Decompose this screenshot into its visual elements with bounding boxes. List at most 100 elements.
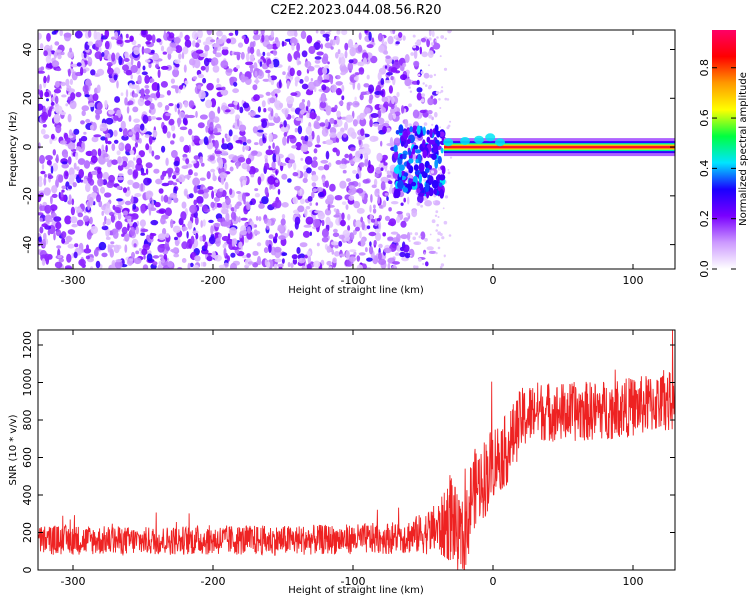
- spectrogram-cell: [378, 104, 384, 109]
- spectrogram-cell: [216, 203, 223, 208]
- spectrogram-cell: [124, 97, 128, 106]
- spectrogram-cell: [242, 145, 245, 152]
- spectrogram-cell: [67, 113, 72, 123]
- spectrogram-cell: [148, 145, 152, 154]
- spectrogram-cell: [301, 83, 309, 90]
- spectrogram-cell: [144, 74, 150, 84]
- spectrogram-cell: [373, 123, 380, 127]
- spectrogram-cell: [413, 265, 417, 269]
- spectrogram-cell: [378, 258, 387, 265]
- spectrogram-cell: [189, 58, 196, 66]
- spectrogram-cell: [380, 78, 385, 85]
- spectrogram-cell: [402, 62, 407, 68]
- spectrogram-cell: [55, 229, 62, 237]
- spectrogram-cell: [428, 139, 436, 145]
- spectrogram-cell: [227, 255, 230, 262]
- spectrogram-cell: [396, 37, 402, 42]
- spectrogram-cell: [432, 143, 439, 153]
- spectrogram-cell: [107, 244, 116, 248]
- spectrogram-cell: [200, 65, 206, 71]
- spectrogram-cell: [423, 122, 428, 126]
- spectrogram-cell: [257, 129, 264, 133]
- spectrogram-cell: [130, 74, 133, 80]
- spectrogram-cell: [54, 41, 60, 46]
- spectrogram-cell: [388, 85, 393, 94]
- spectrogram-cell: [384, 215, 391, 222]
- spectrogram-cell: [348, 188, 356, 196]
- spectrogram-cell: [67, 229, 76, 235]
- spectrogram-cell: [137, 74, 142, 85]
- spectrogram-cell: [378, 45, 385, 53]
- spectrogram-cell: [202, 191, 209, 199]
- spectrogram-cell: [316, 51, 324, 56]
- spectrogram-cell: [330, 77, 334, 85]
- spectrogram-cell: [133, 124, 142, 133]
- spectrogram-cell: [263, 108, 267, 113]
- spectrogram-cell: [344, 121, 348, 131]
- spectrogram-cell: [80, 66, 84, 76]
- spectrogram-cell: [244, 223, 248, 227]
- spectrogram-cell: [380, 167, 384, 171]
- spectrogram-cell: [234, 248, 240, 254]
- spectrogram-cell: [438, 182, 443, 188]
- spectrogram-cell: [431, 30, 435, 37]
- spectrogram-cell: [116, 150, 121, 156]
- spectrogram-cell: [229, 76, 238, 83]
- spectrogram-cell: [430, 170, 435, 174]
- spectrogram-cell: [192, 177, 201, 187]
- spectrogram-cell: [132, 93, 139, 98]
- spectrogram-cell: [173, 253, 180, 258]
- spectrogram-cell: [96, 84, 101, 94]
- spectrogram-cell: [385, 120, 390, 124]
- spectrogram-cell: [116, 185, 122, 190]
- spectrogram-cell: [333, 123, 339, 128]
- spectrogram-cell: [321, 84, 327, 91]
- spectrogram-cell: [127, 168, 133, 176]
- y-tick-label: 20: [21, 91, 34, 105]
- spectrogram-cell: [175, 85, 179, 94]
- spectrogram-cell: [246, 203, 251, 211]
- spectrogram-cell: [230, 252, 236, 258]
- spectrogram-cell: [85, 255, 90, 260]
- spectrogram-cell: [381, 154, 388, 161]
- spectrogram-cell: [385, 55, 391, 59]
- spectrogram-cell: [80, 120, 85, 125]
- spectrogram-cell: [406, 212, 410, 217]
- spectrogram-cell: [38, 190, 45, 194]
- spectrogram-cell: [242, 102, 250, 109]
- spectrogram-cell: [208, 135, 212, 143]
- spectrogram-cell: [53, 113, 61, 123]
- spectrogram-cell: [261, 119, 268, 129]
- spectrogram-cell: [428, 250, 437, 254]
- spectrogram-cell: [253, 142, 259, 146]
- spectrogram-cell: [432, 95, 435, 98]
- spectrogram-cell: [442, 207, 445, 210]
- spectrogram-cell: [334, 244, 339, 249]
- spectrogram-cell: [333, 208, 337, 212]
- colorbar-tick-label: 0.2: [698, 210, 711, 228]
- spectrogram-cell: [195, 110, 198, 118]
- spectrogram-cell: [352, 100, 360, 108]
- spectrogram-cell: [54, 95, 59, 104]
- spectrogram-cell: [283, 132, 288, 137]
- spectrogram-cell: [98, 155, 106, 165]
- spectrogram-cell: [431, 219, 436, 224]
- spectrogram-cell: [233, 81, 238, 87]
- spectrogram-cell: [148, 109, 152, 114]
- spectrogram-cell: [366, 44, 374, 49]
- spectrogram-cell: [237, 118, 240, 127]
- spectrogram-cell: [389, 137, 394, 147]
- spectrogram-cell: [390, 75, 394, 81]
- spectrogram-cell: [239, 230, 247, 236]
- spectrogram-cell: [316, 242, 320, 247]
- spectrogram-cell: [214, 254, 222, 262]
- spectrogram-cell: [361, 221, 365, 231]
- spectrogram-cell: [329, 117, 335, 124]
- spectrogram-cell: [404, 119, 409, 128]
- spectrogram-cell: [96, 68, 105, 76]
- spectrogram-cell: [252, 250, 259, 256]
- spectrogram-cell: [134, 142, 138, 148]
- spectrogram-cell: [299, 102, 305, 110]
- spectrogram-cell: [197, 73, 205, 79]
- spectrogram-cell: [84, 222, 88, 226]
